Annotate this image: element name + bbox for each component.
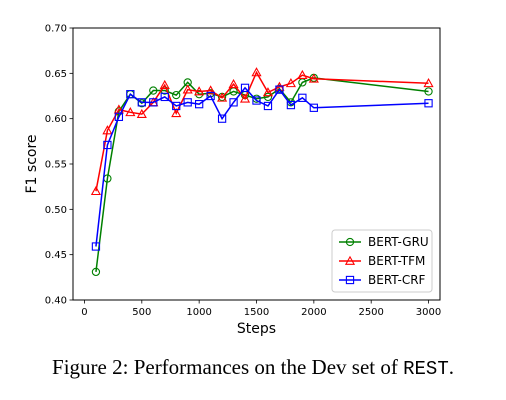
series-line-bert-crf (95, 86, 429, 247)
data-point-bert-tfm (297, 69, 308, 80)
data-point-bert-tfm (423, 78, 434, 88)
axes: 0 500 1000 1500 2000 2500 3000 0.40 0.45 0.50 0.55… (24, 24, 441, 338)
data-point-bert-crf (103, 140, 112, 150)
legend-label-bert-gru: BERT-GRU (368, 235, 429, 249)
legend-entry-bert-gru: BERT-GRU (339, 235, 429, 249)
y-tick-label: 0.50 (45, 205, 67, 216)
data-point-bert-tfm (171, 107, 182, 118)
data-point-bert-crf (126, 90, 135, 99)
data-point-bert-tfm (251, 67, 262, 77)
data-point-bert-tfm (308, 73, 319, 83)
data-point-bert-tfm (217, 92, 228, 102)
data-point-bert-tfm (125, 107, 136, 117)
data-point-bert-crf (309, 103, 318, 112)
x-tick-label: 1500 (244, 307, 269, 318)
data-point-bert-tfm (182, 84, 193, 94)
data-point-bert-gru (263, 92, 273, 102)
data-point-bert-tfm (262, 87, 274, 97)
data-point-bert-crf (252, 96, 261, 105)
y-axis-label: F1 score (24, 134, 40, 193)
legend-marker-bert-gru (345, 237, 355, 247)
legend-marker-bert-tfm (344, 255, 356, 265)
data-point-bert-crf (229, 98, 238, 107)
data-point-bert-tfm (239, 93, 251, 103)
legend-entry-bert-crf: BERT-CRF (339, 273, 426, 287)
data-point-bert-crf (114, 112, 124, 122)
figure-caption: Figure 2: Performances on the Dev set of… (0, 355, 506, 380)
y-tick-label: 0.60 (45, 114, 67, 125)
data-point-bert-crf (275, 85, 284, 94)
data-point-bert-crf (240, 83, 250, 92)
data-point-bert-tfm (159, 79, 170, 89)
series-group (90, 67, 434, 277)
data-point-bert-crf (160, 92, 169, 102)
data-point-bert-crf (183, 98, 192, 107)
y-tick-label: 0.45 (45, 250, 67, 261)
data-point-bert-crf (424, 99, 433, 108)
series-bert-crf (91, 83, 433, 251)
y-tick-label: 0.40 (45, 296, 67, 307)
data-point-bert-crf (298, 93, 307, 102)
f1-score-line-chart: 0 500 1000 1500 2000 2500 3000 0.40 0.45 0.50 0.55… (24, 24, 441, 338)
data-point-bert-crf (195, 100, 204, 109)
y-tick-label: 0.70 (45, 24, 67, 35)
x-tick-label: 2500 (358, 307, 383, 318)
x-tick-label: 0 (81, 307, 87, 318)
legend: BERT-GRU BERT-TFM BERT-CRF (331, 229, 433, 293)
data-point-bert-gru (424, 87, 433, 96)
y-tick-label: 0.55 (45, 160, 67, 171)
data-point-bert-tfm (228, 78, 239, 89)
legend-label-bert-tfm: BERT-TFM (368, 254, 425, 268)
caption-prefix: Figure 2: Performances on the Dev set of (52, 355, 404, 379)
y-tick-label: 0.65 (45, 69, 67, 80)
data-point-bert-tfm (102, 125, 113, 135)
series-bert-tfm (90, 67, 434, 196)
legend-marker-bert-crf (345, 275, 355, 285)
x-tick-label: 500 (132, 307, 151, 318)
legend-entry-bert-tfm: BERT-TFM (339, 254, 425, 268)
caption-dataset: REST (403, 358, 449, 380)
data-point-bert-crf (217, 114, 227, 123)
data-point-bert-tfm (205, 85, 216, 95)
data-point-bert-gru (149, 86, 158, 95)
data-point-bert-crf (263, 101, 273, 111)
x-tick-label: 2000 (301, 307, 326, 318)
data-point-bert-crf (286, 100, 296, 110)
data-point-bert-gru (91, 267, 101, 277)
series-line-bert-tfm (95, 70, 429, 192)
x-axis-label: Steps (237, 321, 276, 337)
data-point-bert-tfm (90, 185, 102, 196)
data-point-bert-crf (206, 91, 215, 101)
caption-suffix: . (448, 355, 454, 379)
data-point-bert-gru (172, 90, 181, 100)
data-point-bert-tfm (194, 86, 205, 96)
data-point-bert-crf (137, 98, 146, 107)
x-tick-label: 3000 (416, 307, 441, 318)
x-tick-label: 1000 (186, 307, 211, 318)
data-point-bert-crf (91, 242, 101, 251)
data-point-bert-tfm (285, 78, 296, 88)
data-point-bert-tfm (136, 108, 147, 118)
data-point-bert-crf (149, 98, 158, 107)
legend-box (331, 229, 433, 293)
data-point-bert-crf (172, 101, 181, 111)
legend-label-bert-crf: BERT-CRF (368, 273, 426, 287)
